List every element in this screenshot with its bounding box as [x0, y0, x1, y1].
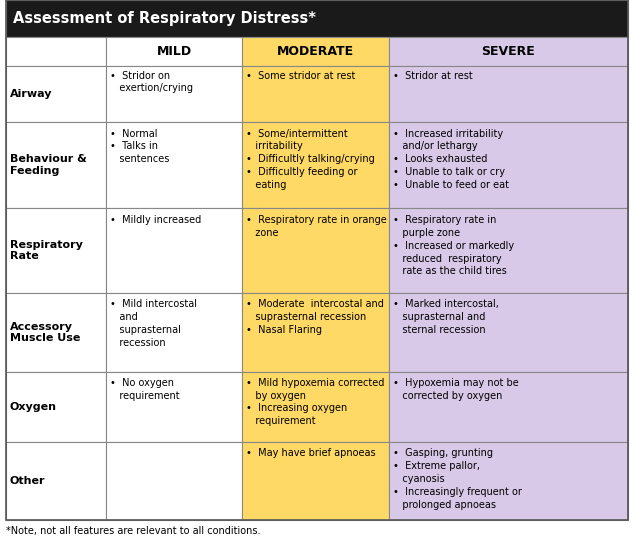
Text: •  Stridor at rest: • Stridor at rest [392, 70, 472, 81]
Text: •  Moderate  intercostal and
   suprasternal recession
•  Nasal Flaring: • Moderate intercostal and suprasternal … [247, 299, 384, 335]
Bar [105, 293, 242, 372]
Text: •  No oxygen
   requirement: • No oxygen requirement [110, 378, 179, 401]
Bar [105, 121, 242, 208]
Bar [242, 293, 389, 372]
Text: MILD: MILD [157, 45, 191, 58]
Bar [6, 66, 105, 121]
Bar [6, 0, 628, 37]
Bar [389, 121, 628, 208]
Bar [6, 372, 105, 442]
Text: *Note, not all features are relevant to all conditions.: *Note, not all features are relevant to … [6, 526, 261, 536]
Bar [389, 66, 628, 121]
Bar [105, 442, 242, 520]
Text: Behaviour &
Feeding: Behaviour & Feeding [10, 154, 87, 176]
Text: •  Normal
•  Talks in
   sentences: • Normal • Talks in sentences [110, 128, 169, 164]
Bar [105, 372, 242, 442]
Text: •  May have brief apnoeas: • May have brief apnoeas [247, 448, 376, 459]
Text: •  Mild hypoxemia corrected
   by oxygen
•  Increasing oxygen
   requirement: • Mild hypoxemia corrected by oxygen • I… [247, 378, 385, 427]
Text: •  Respiratory rate in
   purple zone
•  Increased or markedly
   reduced  respi: • Respiratory rate in purple zone • Incr… [392, 215, 514, 276]
Bar [389, 208, 628, 293]
Text: Assessment of Respiratory Distress*: Assessment of Respiratory Distress* [13, 11, 316, 26]
Text: •  Gasping, grunting
•  Extreme pallor,
   cyanosis
•  Increasingly frequent or
: • Gasping, grunting • Extreme pallor, cy… [392, 448, 521, 509]
Text: Accessory
Muscle Use: Accessory Muscle Use [10, 322, 81, 343]
Bar [242, 37, 389, 66]
Bar [389, 442, 628, 520]
Bar [105, 208, 242, 293]
Text: •  Hypoxemia may not be
   corrected by oxygen: • Hypoxemia may not be corrected by oxyg… [392, 378, 518, 401]
Text: MODERATE: MODERATE [277, 45, 354, 58]
Text: Airway: Airway [10, 89, 53, 99]
Bar [242, 208, 389, 293]
Bar [6, 121, 105, 208]
Bar [6, 293, 105, 372]
Bar [105, 37, 242, 66]
Bar [242, 372, 389, 442]
Text: •  Mild intercostal
   and
   suprasternal
   recession: • Mild intercostal and suprasternal rece… [110, 299, 197, 347]
Text: SEVERE: SEVERE [481, 45, 535, 58]
Text: •  Some/intermittent
   irritability
•  Difficultly talking/crying
•  Difficultl: • Some/intermittent irritability • Diffi… [247, 128, 375, 190]
Text: •  Some stridor at rest: • Some stridor at rest [247, 70, 356, 81]
Text: •  Mildly increased: • Mildly increased [110, 215, 201, 225]
Text: •  Increased irritability
   and/or lethargy
•  Looks exhausted
•  Unable to tal: • Increased irritability and/or lethargy… [392, 128, 508, 190]
Bar [105, 66, 242, 121]
Bar [242, 442, 389, 520]
Text: •  Marked intercostal,
   suprasternal and
   sternal recession: • Marked intercostal, suprasternal and s… [392, 299, 498, 335]
Bar [6, 208, 105, 293]
Bar [389, 293, 628, 372]
Text: Oxygen: Oxygen [10, 402, 57, 412]
Bar [389, 372, 628, 442]
Text: •  Respiratory rate in orange
   zone: • Respiratory rate in orange zone [247, 215, 387, 238]
Bar [242, 66, 389, 121]
Bar [389, 37, 628, 66]
Text: Respiratory
Rate: Respiratory Rate [10, 240, 83, 261]
Bar [242, 121, 389, 208]
Text: •  Stridor on
   exertion/crying: • Stridor on exertion/crying [110, 70, 193, 93]
Text: Other: Other [10, 476, 46, 486]
Bar [6, 442, 105, 520]
Bar [6, 37, 105, 66]
